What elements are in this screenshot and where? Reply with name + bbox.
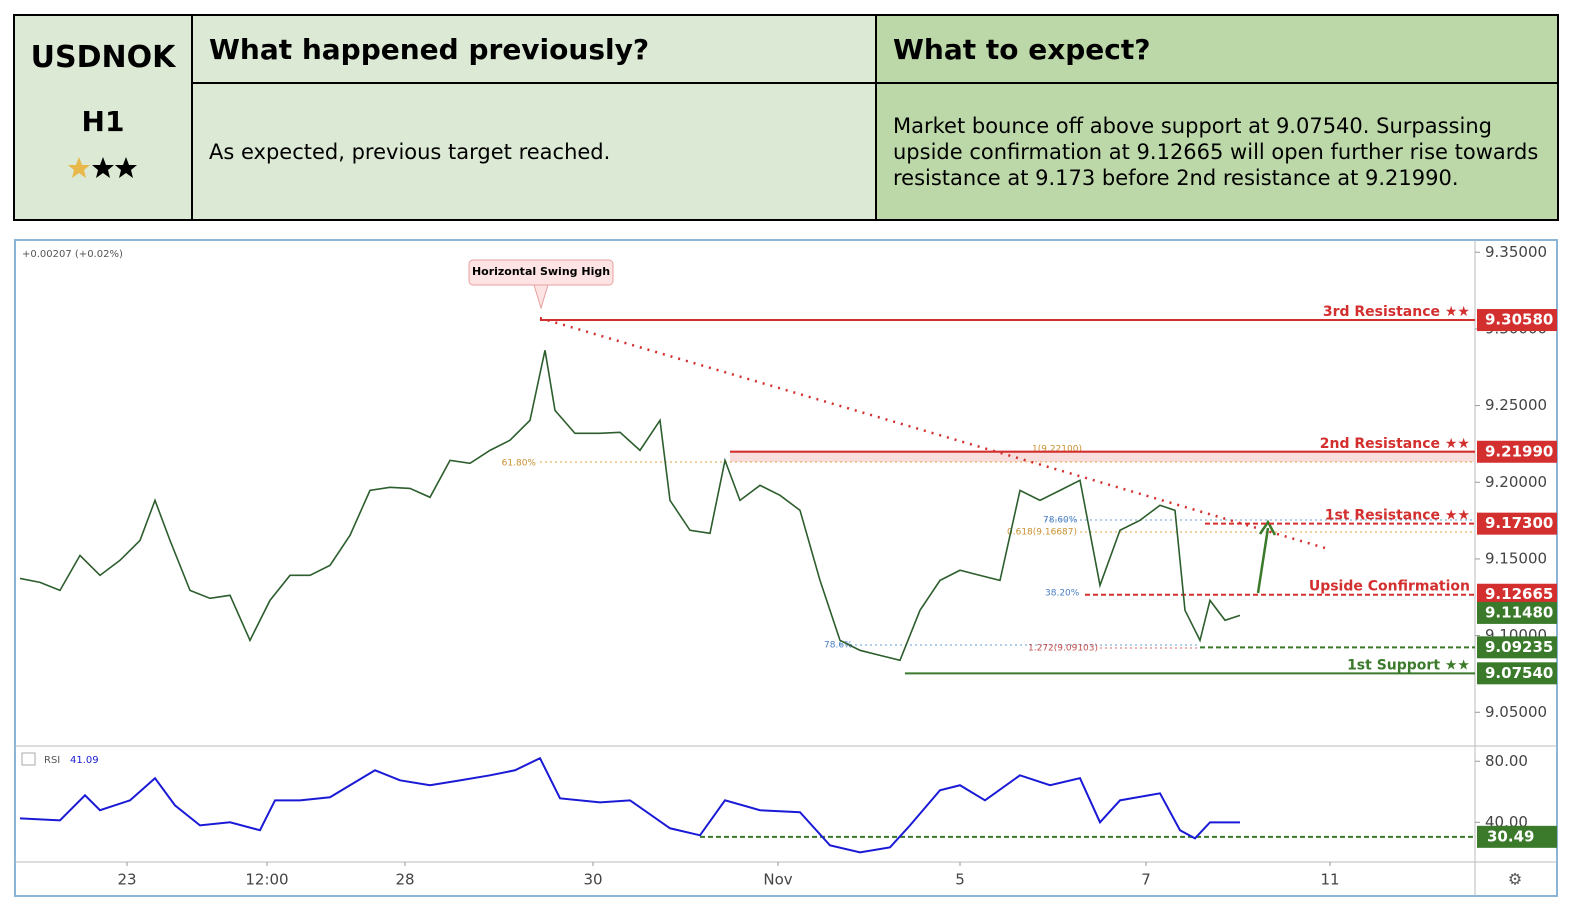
symbol-cell: USDNOK H1 xyxy=(13,14,193,221)
fib-label: 61.80% xyxy=(502,459,537,469)
x-tick-label: 5 xyxy=(955,871,965,889)
price-tag-label: 9.12665 xyxy=(1485,585,1553,603)
change: +0.00207 (+0.02%) xyxy=(22,249,123,260)
header-previous: What happened previously? xyxy=(191,14,877,84)
arrow-head xyxy=(1258,519,1277,536)
price-tag-label: 9.09235 xyxy=(1485,638,1553,656)
fib-label: 78.60% xyxy=(1043,516,1078,526)
fib-label: 1.272(9.09103) xyxy=(1028,644,1098,654)
x-tick-label: Nov xyxy=(763,871,792,889)
price-tag xyxy=(1477,440,1557,463)
level-name: 1st Support ★★ xyxy=(1347,657,1470,673)
price-tag xyxy=(1477,601,1557,624)
rating-stars xyxy=(68,157,137,178)
trend-line xyxy=(539,316,1326,550)
fib-label: 0.618(9.16687) xyxy=(1007,528,1077,538)
rsi-current: 41.09 xyxy=(70,755,99,766)
level-name: Upside Confirmation xyxy=(1309,579,1470,595)
price-tag xyxy=(1477,662,1557,685)
y-tick-label: 9.20000 xyxy=(1485,473,1547,491)
x-tick-label: 11 xyxy=(1320,871,1339,889)
price-tag xyxy=(1477,309,1557,332)
price-tag-label: 9.07540 xyxy=(1485,664,1553,682)
cell-expect: Market bounce off above support at 9.075… xyxy=(875,82,1559,221)
rsi-tag-label: 30.49 xyxy=(1487,827,1534,845)
price-tag-label: 9.11480 xyxy=(1485,603,1553,621)
level-name: 2nd Resistance ★★ xyxy=(1320,436,1470,452)
price-tag-label: 9.21990 xyxy=(1485,442,1553,460)
fib-label: 38.20% xyxy=(1045,589,1080,599)
fib-label: 1(9.22100) xyxy=(1032,445,1082,455)
cell-previous: As expected, previous target reached. xyxy=(191,82,877,221)
x-tick-label: 7 xyxy=(1141,871,1151,889)
settings-icon[interactable]: ⚙ xyxy=(1508,870,1522,889)
arrow xyxy=(1256,527,1270,594)
price-line xyxy=(19,350,1241,662)
y-tick-label: 9.35000 xyxy=(1485,243,1547,261)
y-tick-label: 9.05000 xyxy=(1485,703,1547,721)
resistance-zone xyxy=(730,450,1475,462)
timeframe: H1 xyxy=(81,105,125,138)
x-tick-label: 28 xyxy=(395,871,414,889)
level-name: 1st Resistance ★★ xyxy=(1325,508,1470,524)
y-tick-label: 9.15000 xyxy=(1485,549,1547,567)
chart-frame xyxy=(14,239,1558,897)
fib-label: 78.6% xyxy=(824,641,853,651)
level-name: 3rd Resistance ★★ xyxy=(1323,304,1470,320)
x-tick-label: 12:00 xyxy=(245,871,288,889)
rsi-line xyxy=(19,756,1240,854)
symbol: USDNOK xyxy=(30,40,176,75)
annotation-pointer xyxy=(533,284,549,310)
collapse-toggle[interactable] xyxy=(21,752,36,766)
x-tick-label: 30 xyxy=(583,871,602,889)
annotation: Horizontal Swing High xyxy=(472,265,610,278)
price-tag-label: 9.17300 xyxy=(1485,514,1553,532)
rsi-tick-label: 80.00 xyxy=(1485,752,1528,770)
rsi-tag xyxy=(1477,825,1557,848)
price-tag xyxy=(1477,583,1557,606)
price-tag-label: 9.30580 xyxy=(1485,311,1553,329)
x-tick-label: 23 xyxy=(117,871,136,889)
price-tag xyxy=(1477,636,1557,659)
rsi-label: RSI xyxy=(44,755,60,766)
price-tag xyxy=(1477,512,1557,535)
y-tick-label: 9.25000 xyxy=(1485,396,1547,414)
